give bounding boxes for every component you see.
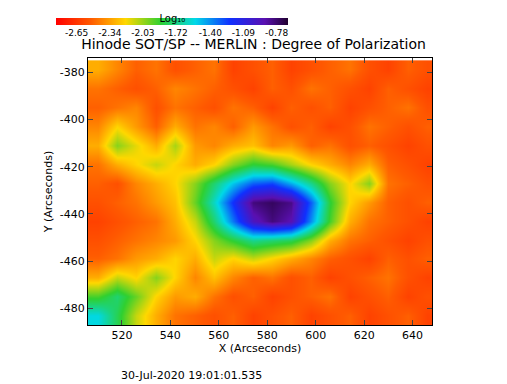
svg-text:-2.34: -2.34 — [98, 28, 122, 38]
svg-text:580: 580 — [257, 329, 278, 342]
svg-text:X (Arcseconds): X (Arcseconds) — [219, 342, 301, 355]
svg-text:-460: -460 — [60, 255, 85, 268]
svg-text:560: 560 — [208, 329, 229, 342]
svg-text:520: 520 — [111, 329, 132, 342]
svg-text:Hinode SOT/SP -- MERLIN : Degr: Hinode SOT/SP -- MERLIN : Degree of Pola… — [81, 36, 426, 52]
svg-text:640: 640 — [402, 329, 423, 342]
svg-text:540: 540 — [160, 329, 181, 342]
svg-text:-440: -440 — [60, 208, 85, 221]
svg-text:-1.40: -1.40 — [199, 28, 223, 38]
svg-text:-380: -380 — [60, 66, 85, 79]
svg-text:-2.65: -2.65 — [65, 28, 88, 38]
svg-text:Y (Arcseconds): Y (Arcseconds) — [42, 151, 55, 234]
svg-text:620: 620 — [354, 329, 375, 342]
svg-text:-420: -420 — [60, 161, 85, 174]
svg-text:-0.78: -0.78 — [265, 28, 289, 38]
svg-text:Log₁₀: Log₁₀ — [159, 13, 185, 24]
svg-text:-1.09: -1.09 — [232, 28, 256, 38]
svg-text:30-Jul-2020 19:01:01.535: 30-Jul-2020 19:01:01.535 — [121, 369, 262, 382]
svg-text:-400: -400 — [60, 113, 85, 126]
svg-text:-2.03: -2.03 — [131, 28, 154, 38]
svg-text:600: 600 — [305, 329, 326, 342]
svg-text:-480: -480 — [60, 302, 85, 315]
svg-text:-1.72: -1.72 — [164, 28, 187, 38]
